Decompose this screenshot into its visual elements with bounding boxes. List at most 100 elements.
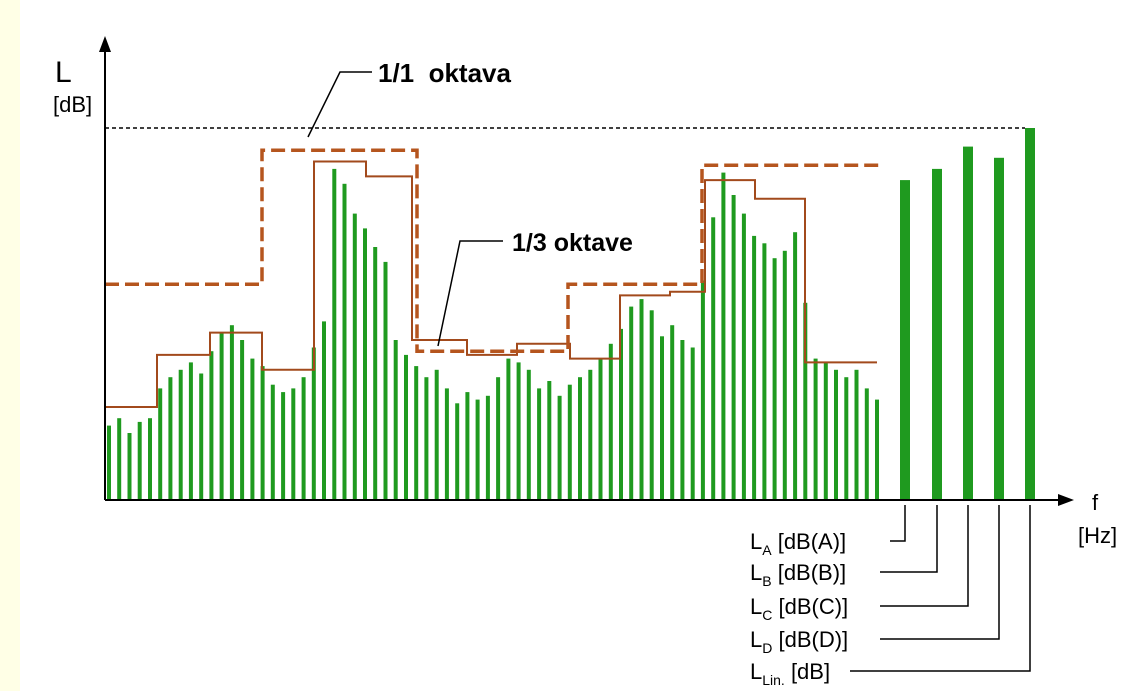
- legend-label-1: LA [dB(A)]: [750, 529, 846, 558]
- spectrum-bar: [281, 392, 286, 500]
- spectrum-bar: [526, 369, 531, 500]
- spectrum-bar: [485, 395, 490, 500]
- spectrum-bar: [690, 347, 695, 500]
- spectrum-bar: [700, 280, 705, 500]
- legend-label-4: LD [dB(D)]: [750, 627, 848, 656]
- summary-bar-ld: [994, 157, 1004, 501]
- spectrum-bar: [752, 235, 757, 500]
- x-axis-unit: [Hz]: [1078, 523, 1117, 548]
- spectrum-bar: [311, 347, 316, 500]
- third-octave-curve: [105, 160, 877, 408]
- spectrum-bar: [393, 340, 398, 500]
- spectrum-bar: [711, 217, 716, 501]
- spectrum-bar: [260, 366, 265, 500]
- spectrum-bar: [475, 399, 480, 500]
- spectrum-bar: [864, 388, 869, 500]
- spectrum-bar: [178, 369, 183, 500]
- spectrum-bar: [424, 377, 429, 500]
- spectrum-bar: [455, 403, 460, 500]
- legend-label-5: LLin. [dB]: [750, 659, 830, 688]
- spectrum-bar: [352, 213, 357, 500]
- spectrum-bar: [496, 377, 501, 500]
- spectrum-bar: [680, 340, 685, 500]
- fine-bars-group: [107, 168, 879, 501]
- legend-label-2: LB [dB(B)]: [750, 560, 846, 589]
- spectrum-bar: [291, 388, 296, 500]
- spectrum-bar: [332, 168, 337, 500]
- spectrum-bar: [731, 195, 736, 500]
- legend-leader-3: [880, 505, 969, 607]
- spectrum-bar: [649, 310, 654, 500]
- spectrum-bar: [578, 377, 582, 500]
- spectrum-bar: [741, 213, 746, 500]
- legend-leader-1: [890, 505, 906, 542]
- spectrum-bar: [383, 261, 388, 500]
- y-axis-arrow-icon: [99, 36, 111, 52]
- spectrum-bar: [434, 369, 439, 500]
- spectrum-bar: [270, 384, 275, 500]
- spectrum-bar: [608, 343, 613, 500]
- curves-group: [105, 148, 880, 408]
- spectrum-bar: [127, 433, 132, 500]
- spectrum-bar: [598, 358, 603, 500]
- spectrum-bar: [158, 388, 163, 500]
- legend-leader-5: [850, 505, 1031, 672]
- third-octave-annotation: 1/3 oktave: [512, 229, 633, 257]
- spectrum-bar: [772, 258, 777, 500]
- spectrum-bar: [168, 377, 173, 500]
- spectrum-bar: [404, 354, 408, 500]
- spectrum-bar: [373, 247, 378, 500]
- legend-leader-2: [880, 505, 938, 573]
- spectrum-bar: [834, 369, 838, 500]
- spectrum-bar: [322, 321, 326, 500]
- spectrum-bar: [547, 381, 552, 500]
- spectrum-bar: [363, 228, 367, 500]
- spectrum-bar: [537, 388, 542, 500]
- summary-bar-la: [900, 180, 910, 500]
- spectrum-bar: [506, 358, 511, 500]
- summary-bar-llin: [1025, 128, 1035, 500]
- spectrum-bar: [516, 362, 521, 500]
- spectrum-bar: [875, 399, 879, 500]
- spectrum-bar: [342, 183, 347, 501]
- spectrum-bar: [803, 302, 808, 500]
- octave-annotation: 1/1 oktava: [378, 58, 512, 88]
- spectrum-bar: [229, 325, 234, 500]
- spectrum-bar: [199, 373, 204, 500]
- spectrum-bar: [444, 388, 449, 500]
- spectrum-bar: [619, 328, 623, 500]
- summary-legend: LA [dB(A)]LB [dB(B)] LC [dB(C)] LD [dB(D)]…: [750, 505, 1031, 688]
- left-margin-strip: [0, 0, 20, 691]
- spectrum-bar: [117, 418, 122, 500]
- summary-bar-lc: [963, 146, 973, 500]
- spectrum-bar: [721, 172, 726, 500]
- summary-bar-lb: [932, 168, 942, 500]
- spectrum-bar: [137, 421, 142, 500]
- octave-leader-line: [307, 71, 372, 138]
- spectrum-bar: [813, 358, 818, 500]
- spectrum-bar: [414, 366, 419, 500]
- spectrum-bar: [660, 336, 664, 500]
- spectrum-bar: [823, 362, 828, 500]
- spectrum-bar: [567, 384, 572, 500]
- spectrum-bar: [844, 377, 849, 500]
- spectrum-bar: [762, 243, 767, 501]
- summary-bars-group: [900, 128, 1035, 501]
- spectrum-bar: [107, 425, 111, 500]
- spectrum-bar: [639, 299, 644, 500]
- spectrum-bar: [557, 395, 562, 500]
- legend-leader-4: [880, 505, 1000, 640]
- spectrum-bar: [301, 377, 306, 500]
- octave-curve: [105, 148, 880, 353]
- third-octave-leader-line: [437, 240, 503, 347]
- x-axis-arrow-icon: [1058, 494, 1074, 506]
- y-axis-symbol: L: [55, 56, 72, 89]
- spectrum-bar: [588, 369, 593, 500]
- spectrum-bar: [240, 340, 245, 500]
- spectrum-bar: [854, 369, 859, 500]
- spectrum-bar: [209, 351, 214, 500]
- spectrum-bar: [782, 250, 787, 500]
- spectrum-bar: [188, 362, 193, 500]
- legend-label-3: LC [dB(C)]: [750, 594, 848, 623]
- spectrum-bar: [219, 332, 224, 500]
